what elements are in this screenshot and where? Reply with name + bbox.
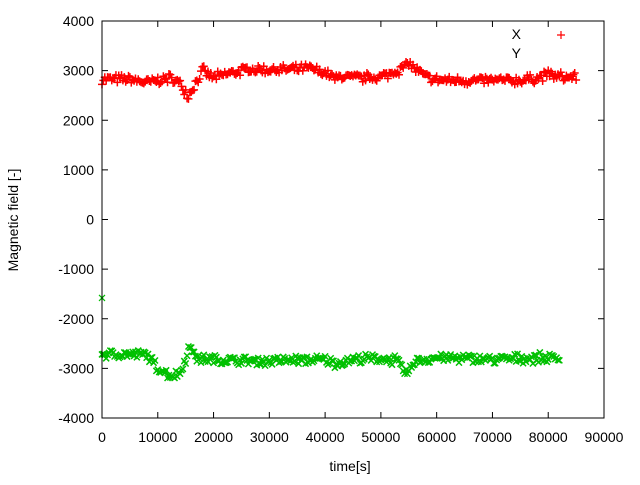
- data-point: [189, 348, 197, 356]
- data-point: [569, 70, 578, 79]
- data-point: [362, 69, 371, 78]
- data-point: [113, 78, 122, 87]
- data-point: [200, 351, 208, 359]
- data-point: [559, 76, 568, 85]
- y-tick-label: 1000: [63, 162, 94, 178]
- y-tick-label: -2000: [58, 311, 94, 327]
- data-point: [129, 348, 137, 356]
- data-point: [437, 350, 445, 358]
- data-point: [195, 74, 204, 83]
- data-point: [147, 354, 155, 362]
- data-point: [190, 85, 199, 94]
- data-point: [555, 356, 563, 364]
- data-point: [121, 77, 130, 86]
- x-tick-label: 60000: [417, 429, 456, 445]
- data-point: [210, 359, 218, 367]
- data-point: [538, 76, 547, 85]
- data-point: [556, 68, 565, 77]
- data-point: [183, 352, 191, 360]
- series-Y: [98, 294, 563, 382]
- x-tick-label: 20000: [194, 429, 233, 445]
- data-point: [120, 348, 128, 356]
- data-point: [484, 78, 493, 87]
- data-point: [444, 356, 452, 364]
- y-tick-label: 0: [86, 212, 94, 228]
- data-point: [536, 348, 544, 356]
- data-point: [570, 69, 579, 78]
- data-point: [540, 67, 549, 76]
- data-point: [184, 94, 193, 103]
- data-point: [425, 71, 434, 80]
- x-tick-label: 0: [98, 429, 106, 445]
- data-point: [401, 370, 409, 378]
- data-point: [321, 352, 329, 360]
- data-point: [153, 73, 162, 82]
- legend-label: Y: [512, 45, 522, 61]
- data-point: [124, 71, 133, 80]
- data-point: [395, 70, 404, 79]
- data-point: [182, 359, 190, 368]
- legend-marker: [557, 31, 565, 39]
- data-point: [514, 350, 522, 358]
- data-point: [532, 351, 540, 359]
- data-point: [388, 361, 396, 369]
- data-point: [383, 74, 392, 83]
- data-point: [526, 70, 535, 79]
- data-point: [179, 365, 187, 373]
- x-tick-label: 30000: [250, 429, 289, 445]
- data-point: [162, 366, 170, 374]
- data-point: [199, 62, 208, 71]
- data-point: [176, 76, 185, 85]
- data-point: [408, 60, 417, 69]
- data-point: [236, 71, 245, 80]
- y-axis-label: Magnetic field [-]: [5, 169, 21, 272]
- data-point: [163, 78, 172, 87]
- legend-label: X: [512, 26, 522, 42]
- data-point: [361, 76, 370, 85]
- data-point: [488, 354, 496, 362]
- y-tick-label: -1000: [58, 261, 94, 277]
- data-point: [567, 75, 576, 84]
- data-point: [298, 66, 307, 75]
- y-tick-label: -4000: [58, 410, 94, 426]
- data-point: [177, 82, 186, 91]
- y-tick-label: 2000: [63, 112, 94, 128]
- data-point: [315, 65, 324, 74]
- x-tick-label: 70000: [473, 429, 512, 445]
- y-tick-label: 3000: [63, 63, 94, 79]
- y-tick-label: 4000: [63, 13, 94, 29]
- x-tick-label: 90000: [585, 429, 624, 445]
- series-X: [98, 57, 581, 103]
- data-point: [151, 356, 159, 365]
- data-point: [212, 75, 221, 84]
- x-tick-label: 50000: [361, 429, 400, 445]
- data-point: [156, 79, 165, 88]
- data-point: [572, 75, 581, 84]
- x-tick-label: 40000: [306, 429, 345, 445]
- data-point: [323, 66, 332, 75]
- x-axis-label: time[s]: [329, 458, 370, 474]
- data-point: [243, 63, 252, 72]
- data-point: [167, 73, 176, 82]
- x-tick-label: 10000: [138, 429, 177, 445]
- data-point: [254, 354, 262, 362]
- data-point: [481, 72, 490, 81]
- y-tick-label: -3000: [58, 360, 94, 376]
- data-point: [181, 85, 190, 94]
- data-point: [250, 355, 258, 363]
- data-point: [432, 72, 441, 81]
- x-tick-label: 80000: [529, 429, 568, 445]
